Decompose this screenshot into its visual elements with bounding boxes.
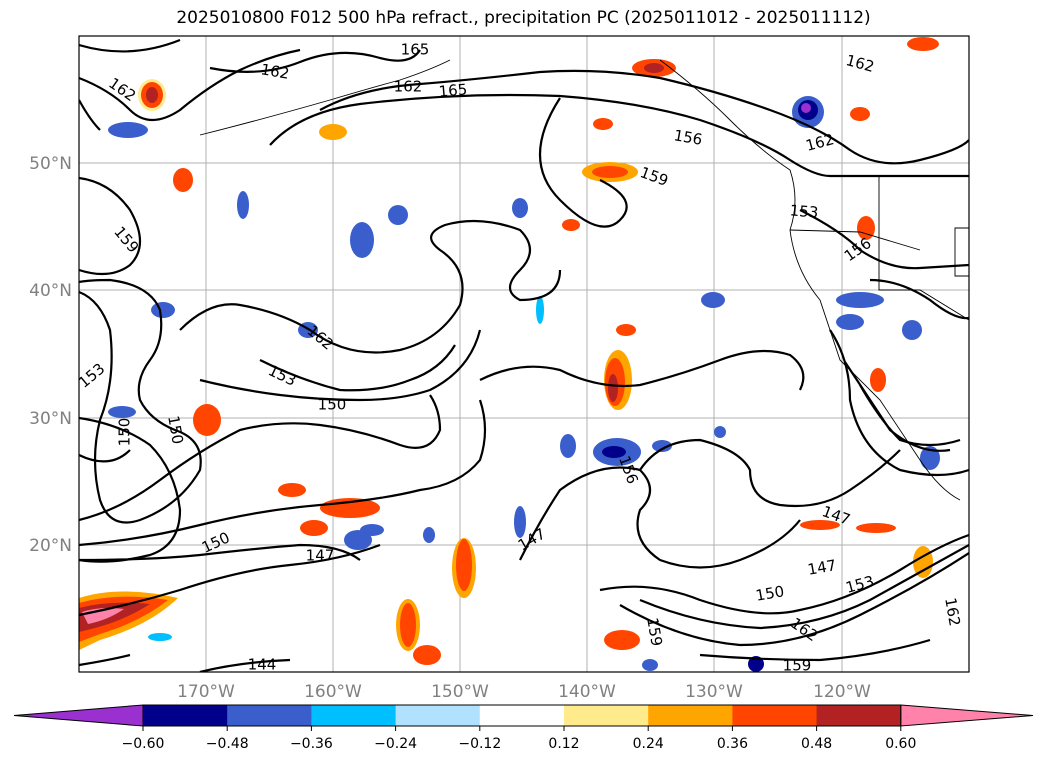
lon-label-170w: 170°W xyxy=(177,682,235,702)
lon-label-140w: 140°W xyxy=(558,682,616,702)
map-area xyxy=(79,36,969,672)
colorbar-segment xyxy=(648,705,733,726)
map-title: 2025010800 F012 500 hPa refract., precip… xyxy=(176,8,871,28)
colorbar-tick-label: −0.12 xyxy=(458,736,501,752)
colorbar-segment xyxy=(564,705,649,726)
precipitation-shading xyxy=(79,37,940,672)
colorbar-tick-label: 0.24 xyxy=(633,736,664,752)
colorbar-tick-label: 0.36 xyxy=(717,736,748,752)
lat-label-50n: 50°N xyxy=(29,154,72,174)
colorbar: −0.60 −0.48 −0.36 −0.24 −0.12 0.12 0.24 0.36 0.4… xyxy=(13,704,1034,752)
colorbar-segment xyxy=(479,705,565,726)
lon-label-150w: 150°W xyxy=(431,682,489,702)
lat-label-30n: 30°N xyxy=(29,409,72,429)
precip-negative-areas xyxy=(108,96,940,672)
contour-label: 156 xyxy=(672,126,703,149)
contour-label: 162 xyxy=(259,60,290,83)
precip-positive-areas xyxy=(79,37,939,665)
lon-label-160w: 160°W xyxy=(304,682,362,702)
contour-label: 150 xyxy=(318,396,347,414)
contour-label: 162 xyxy=(941,596,964,627)
lat-label-20n: 20°N xyxy=(29,536,72,556)
colorbar-extend-low xyxy=(13,704,144,727)
contour-label: 165 xyxy=(401,41,430,59)
contour-label: 159 xyxy=(643,616,666,647)
coastlines xyxy=(199,59,969,501)
contour-label: 147 xyxy=(806,556,837,579)
contour-label: 150 xyxy=(116,418,134,447)
colorbar-segment xyxy=(227,705,312,726)
colorbar-tick-label: −0.60 xyxy=(122,736,165,752)
colorbar-tick-label: −0.48 xyxy=(206,736,249,752)
colorbar-segment xyxy=(732,705,818,726)
colorbar-segment xyxy=(143,705,228,726)
contour-label: 150 xyxy=(754,582,785,605)
colorbar-border xyxy=(142,704,902,727)
lon-label-120w: 120°W xyxy=(813,682,871,702)
colorbar-extend-high xyxy=(900,704,1034,727)
latitude-labels: 50°N 40°N 30°N 20°N xyxy=(29,154,72,556)
colorbar-tick-label: −0.24 xyxy=(374,736,417,752)
contour-label: 144 xyxy=(248,656,277,674)
colorbar-tick-label: 0.60 xyxy=(885,736,916,752)
colorbar-tick-label: 0.48 xyxy=(801,736,832,752)
lat-label-40n: 40°N xyxy=(29,281,72,301)
colorbar-segment xyxy=(816,705,902,726)
map-frame xyxy=(78,35,970,673)
contour-label: 162 xyxy=(394,78,423,96)
refractivity-contours xyxy=(79,38,969,672)
contour-label: 147 xyxy=(306,547,335,565)
contour-label: 150 xyxy=(164,414,187,445)
lon-label-130w: 130°W xyxy=(685,682,743,702)
contour-label: 153 xyxy=(789,201,819,221)
longitude-labels: 170°W 160°W 150°W 140°W 130°W 120°W xyxy=(177,682,871,702)
colorbar-tick-label: 0.12 xyxy=(548,736,579,752)
contour-label: 159 xyxy=(783,657,812,675)
colorbar-segment xyxy=(311,705,397,726)
colorbar-tick-label: −0.36 xyxy=(290,736,333,752)
contour-label: 165 xyxy=(438,80,468,100)
colorbar-segment xyxy=(395,705,481,726)
